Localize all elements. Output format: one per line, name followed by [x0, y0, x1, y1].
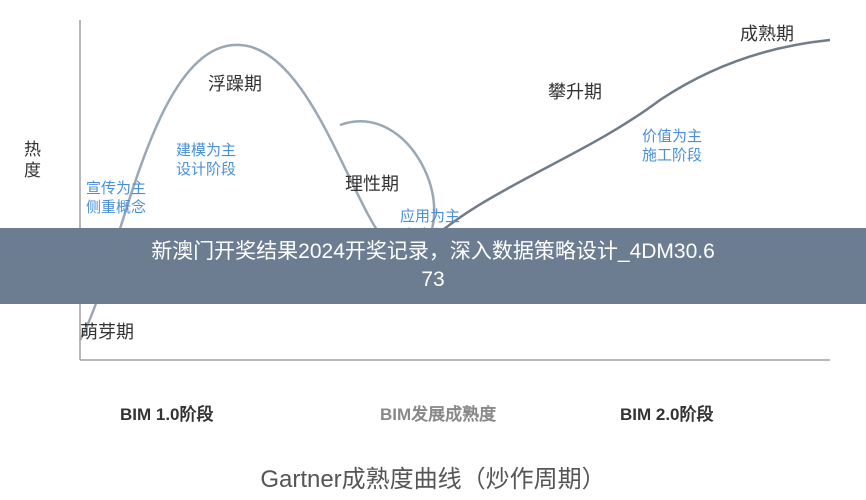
chart-canvas: [60, 10, 840, 390]
chart-svg: [60, 10, 840, 390]
phase-line: 设计阶段: [176, 161, 236, 178]
x-label-0: BIM 1.0阶段: [120, 400, 214, 425]
y-axis-label: 热度: [18, 140, 43, 182]
stage-label-4: 成熟期: [740, 20, 794, 46]
overlay-text: 新澳门开奖结果2024开奖记录，深入数据策略设计_4DM30.6 73: [151, 238, 715, 295]
chart-title: Gartner成熟度曲线（炒作周期）: [0, 459, 866, 494]
stage-label-0: 萌芽期: [80, 318, 134, 344]
hype-curve-2: [420, 40, 830, 250]
x-label-2: BIM 2.0阶段: [620, 400, 714, 425]
phase-label-3: 价值为主 施工阶段: [642, 128, 702, 166]
stage-label-3: 攀升期: [548, 78, 602, 104]
stage-label-2: 理性期: [345, 170, 399, 196]
phase-line: 宣传为主: [86, 180, 146, 197]
phase-line: 施工阶段: [642, 147, 702, 164]
overlay-banner: 新澳门开奖结果2024开奖记录，深入数据策略设计_4DM30.6 73: [0, 228, 866, 304]
phase-line: 应用为主: [400, 208, 460, 225]
stage-label-1: 浮躁期: [208, 70, 262, 96]
phase-line: 侧重概念: [86, 199, 146, 216]
phase-line: 价值为主: [642, 128, 702, 145]
phase-line: 建模为主: [176, 142, 236, 159]
overlay-line2: 73: [421, 268, 444, 291]
x-label-1: BIM发展成熟度: [380, 400, 496, 425]
phase-label-1: 建模为主 设计阶段: [176, 142, 236, 180]
overlay-line1: 新澳门开奖结果2024开奖记录，深入数据策略设计_4DM30.6: [151, 240, 715, 263]
phase-label-0: 宣传为主 侧重概念: [86, 180, 146, 218]
